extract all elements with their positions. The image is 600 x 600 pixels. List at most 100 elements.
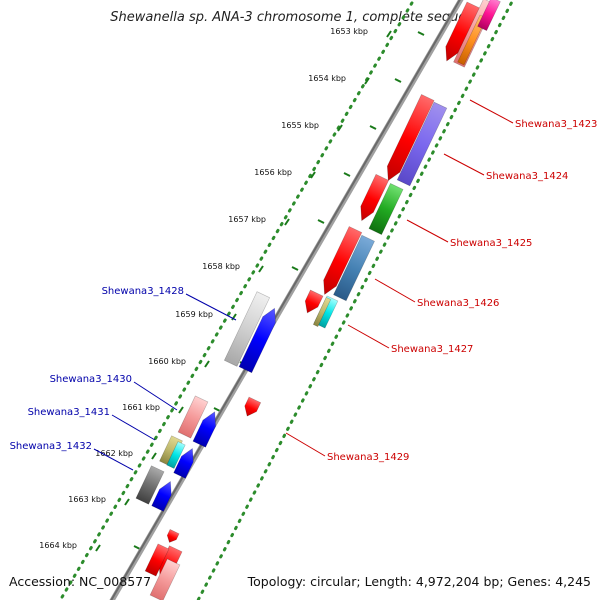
gene-feature bbox=[151, 480, 172, 512]
scale-tick-label: 1659 kbp bbox=[175, 310, 213, 319]
gene-feature bbox=[457, 14, 487, 66]
gene-feature-shape bbox=[177, 395, 209, 439]
gene-feature-shape bbox=[149, 558, 181, 600]
gene-label-leader bbox=[406, 219, 449, 243]
topology-text: Topology: circular; Length: 4,972,204 bp… bbox=[247, 574, 591, 589]
gene-label-leader bbox=[285, 432, 326, 457]
scale-tick-label: 1653 kbp bbox=[330, 27, 368, 36]
gene-feature-shape bbox=[368, 183, 404, 235]
scale-tick-label: 1654 kbp bbox=[308, 74, 346, 83]
gene-feature-shape bbox=[312, 296, 332, 328]
outer-scale-dots bbox=[196, 0, 515, 600]
scale-tick-label: 1661 kbp bbox=[122, 403, 160, 412]
gene-label: Shewana3_1425 bbox=[450, 238, 532, 249]
gene-feature bbox=[304, 289, 324, 314]
scale-tick-inner bbox=[337, 124, 343, 132]
gene-feature-shape bbox=[360, 173, 390, 222]
gene-feature bbox=[144, 543, 170, 577]
scale-tick-outer bbox=[291, 266, 299, 271]
backbone-core bbox=[110, 0, 461, 600]
scale-tick-label: 1655 kbp bbox=[281, 121, 319, 130]
gene-label: Shewana3_1432 bbox=[10, 441, 92, 452]
scale-tick-inner bbox=[364, 77, 370, 85]
scale-tick-label: 1656 kbp bbox=[254, 168, 292, 177]
gene-feature-shape bbox=[223, 291, 271, 367]
gene-label: Shewana3_1427 bbox=[391, 344, 473, 355]
gene-label: Shewana3_1426 bbox=[417, 298, 499, 309]
scale-tick-label: 1660 kbp bbox=[148, 357, 186, 366]
gene-label-leader bbox=[443, 153, 485, 176]
gene-feature bbox=[244, 396, 262, 417]
gene-feature-shape bbox=[396, 101, 448, 187]
gene-feature bbox=[173, 447, 194, 479]
gene-feature-shape bbox=[135, 465, 165, 505]
gene-feature-shape bbox=[387, 94, 435, 182]
gene-label-leader bbox=[111, 414, 156, 441]
gene-feature bbox=[166, 441, 186, 469]
scale-tick-inner bbox=[204, 360, 210, 368]
gene-feature bbox=[223, 291, 271, 367]
scale-tick-inner bbox=[310, 171, 316, 179]
gene-label: Shewana3_1430 bbox=[50, 374, 132, 385]
gene-feature bbox=[360, 173, 390, 222]
gene-feature-shape bbox=[144, 543, 170, 577]
scale-tick-inner bbox=[178, 406, 184, 414]
gene-feature bbox=[368, 183, 404, 235]
scale-tick-label: 1657 kbp bbox=[228, 215, 266, 224]
scale-tick-inner bbox=[124, 498, 130, 506]
gene-label-leader bbox=[93, 448, 134, 471]
gene-label-leader bbox=[185, 293, 237, 321]
gene-feature bbox=[149, 558, 181, 600]
gene-label: Shewana3_1424 bbox=[486, 171, 568, 182]
accession-text: Accession: NC_008577 bbox=[9, 574, 152, 589]
gene-feature bbox=[135, 465, 165, 505]
scale-tick-label: 1664 kbp bbox=[39, 541, 77, 550]
scale-tick-outer bbox=[394, 78, 402, 83]
gene-feature bbox=[387, 94, 435, 182]
gene-feature bbox=[166, 529, 180, 543]
gene-feature-shape bbox=[238, 307, 276, 374]
gene-feature-shape bbox=[304, 289, 324, 314]
scale-tick-inner bbox=[258, 265, 264, 273]
gene-label: Shewana3_1428 bbox=[102, 286, 184, 297]
scale-tick-outer bbox=[213, 407, 221, 412]
gene-feature bbox=[396, 101, 448, 187]
gene-feature-shape bbox=[151, 480, 172, 512]
scale-tick-inner bbox=[231, 313, 237, 321]
gene-feature bbox=[192, 411, 216, 448]
gene-feature-shape bbox=[457, 14, 487, 66]
gene-feature-shape bbox=[166, 441, 186, 469]
gene-label: Shewana3_1423 bbox=[515, 119, 597, 130]
scale-tick-label: 1658 kbp bbox=[202, 262, 240, 271]
gene-label: Shewana3_1431 bbox=[28, 407, 110, 418]
gene-label-leader bbox=[133, 381, 178, 411]
gene-label-leader bbox=[347, 324, 390, 349]
gene-feature-shape bbox=[477, 0, 501, 31]
scale-tick-outer bbox=[369, 125, 377, 130]
gene-feature bbox=[238, 307, 276, 374]
scale-tick-inner bbox=[386, 30, 392, 38]
scale-tick-inner bbox=[151, 452, 157, 460]
gene-feature-shape bbox=[333, 234, 375, 302]
gene-feature bbox=[333, 234, 375, 302]
scale-tick-label: 1663 kbp bbox=[68, 495, 106, 504]
scale-tick-outer bbox=[317, 219, 325, 224]
map-title: Shewanella sp. ANA-3 chromosome 1, compl… bbox=[110, 10, 490, 25]
gene-feature-shape bbox=[166, 529, 180, 543]
scale-tick-outer bbox=[417, 31, 425, 36]
gene-feature-shape bbox=[192, 411, 216, 448]
scale-tick-inner bbox=[284, 218, 290, 226]
gene-label-leader bbox=[374, 278, 416, 303]
scale-tick-inner bbox=[95, 544, 101, 552]
gene-feature-shape bbox=[323, 226, 363, 296]
gene-feature-shape bbox=[173, 447, 194, 479]
gene-feature-shape bbox=[244, 396, 262, 417]
scale-tick-label: 1662 kbp bbox=[95, 449, 133, 458]
inner-scale-dots bbox=[58, 0, 416, 600]
gene-feature bbox=[177, 395, 209, 439]
gene-feature bbox=[312, 296, 332, 328]
gene-label: Shewana3_1429 bbox=[327, 452, 409, 463]
scale-tick-outer bbox=[343, 172, 351, 177]
scale-tick-outer bbox=[133, 545, 141, 550]
